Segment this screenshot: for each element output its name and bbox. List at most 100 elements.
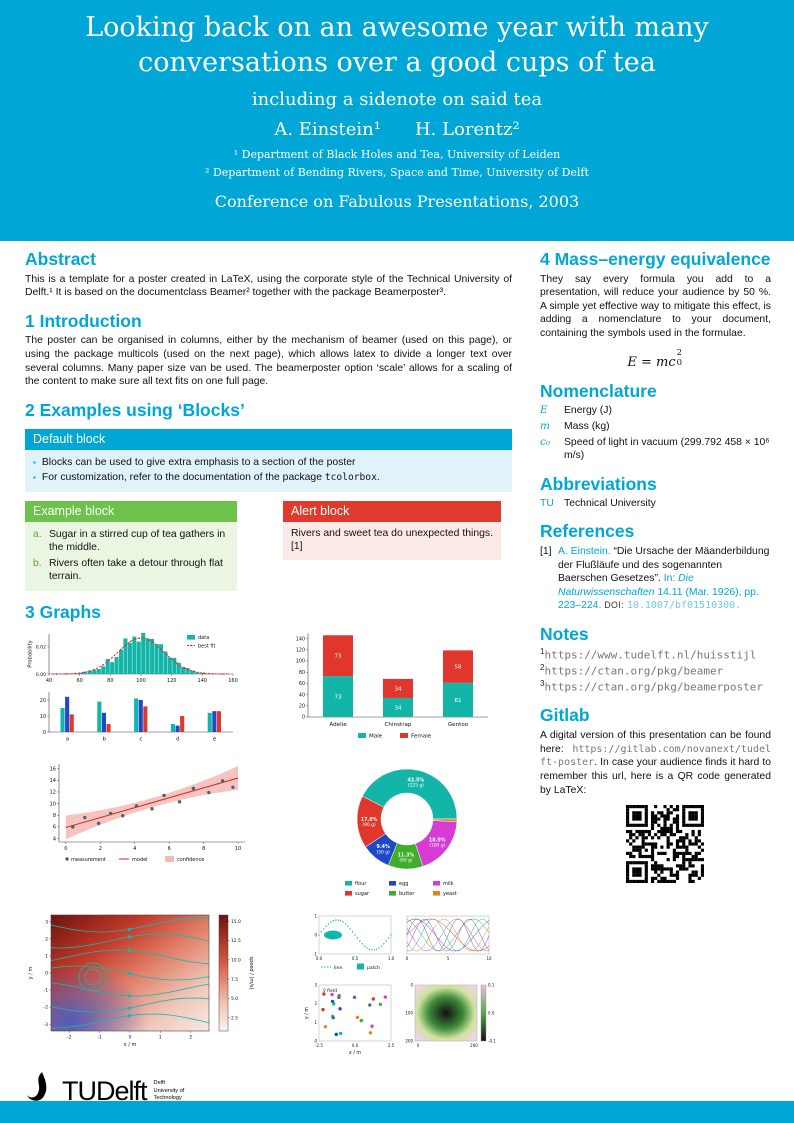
- svg-text:100: 100: [296, 659, 305, 665]
- gitlab-pre: A digital version of this presentation c…: [540, 730, 771, 755]
- svg-text:-1: -1: [313, 952, 317, 957]
- svg-text:4: 4: [53, 837, 56, 843]
- logo-sub1: Delft: [153, 1080, 166, 1087]
- gitlab-url: https://gitlab.com/novanext/tudelft-post…: [540, 743, 771, 769]
- svg-text:0: 0: [314, 933, 317, 938]
- svg-text:5.0: 5.0: [231, 996, 238, 1002]
- svg-text:y / m: y / m: [304, 1007, 310, 1020]
- svg-text:2.5: 2.5: [231, 1016, 238, 1022]
- svg-text:patch: patch: [367, 965, 380, 971]
- svg-text:80: 80: [299, 670, 305, 676]
- svg-text:d: d: [176, 737, 179, 743]
- abbreviations-heading: Abbreviations: [540, 473, 657, 494]
- svg-text:40: 40: [46, 678, 52, 684]
- svg-text:34: 34: [394, 706, 402, 712]
- svg-text:100: 100: [405, 1011, 413, 1016]
- svg-text:42.5%: 42.5%: [408, 778, 425, 784]
- svg-text:Female: Female: [411, 734, 432, 740]
- qr-code-image: [626, 805, 704, 884]
- affiliation-2: ² Department of Bending Rivers, Space an…: [205, 166, 589, 180]
- svg-text:80: 80: [107, 678, 113, 684]
- reference-title: “Die Ursache der Mäanderbildung der Fluß…: [558, 546, 770, 585]
- mass-energy-formula: E = mc 2 0: [540, 348, 771, 370]
- svg-text:x / m: x / m: [349, 1050, 362, 1056]
- tudelft-logo-subtext: Delft University of Technology: [154, 1080, 185, 1102]
- svg-text:b: b: [102, 737, 106, 743]
- svg-text:data: data: [198, 636, 209, 642]
- svg-text:y / m: y / m: [28, 967, 34, 980]
- svg-text:200: 200: [470, 1043, 478, 1048]
- left-chart-stack: 40 60 80 100 120 140 160 0.00 0.02 Probability dat…: [25, 627, 243, 745]
- grouped-bar-chart: 0 10 20 a b c d e: [40, 692, 233, 743]
- abbr-desc: Technical University: [564, 498, 656, 510]
- alert-block: Alert block Rivers and sweet tea do unex…: [283, 500, 501, 591]
- svg-text:a: a: [66, 737, 69, 743]
- svg-text:butter: butter: [399, 892, 415, 898]
- svg-text:18.9%: 18.9%: [429, 838, 446, 844]
- abstract-body: This is a template for a poster created …: [25, 273, 512, 299]
- qr-code: [626, 805, 771, 884]
- item2-pre: For customization, refer to the document…: [41, 472, 325, 484]
- note-item: 2https://ctan.org/pkg/beamer: [540, 663, 771, 678]
- svg-text:egg: egg: [399, 882, 408, 888]
- svg-text:2.5: 2.5: [388, 1043, 395, 1048]
- poster-title-line2: conversations over a good cups of tea: [138, 46, 656, 78]
- svg-text:1: 1: [159, 1035, 162, 1041]
- svg-text:2: 2: [45, 937, 48, 943]
- ingredients-donut-chart: 42.5%(225 g) 17.0%(90 g) 9.4%(50 g) 11.3%(6…: [345, 769, 458, 898]
- svg-text:Male: Male: [369, 734, 383, 740]
- svg-text:10: 10: [50, 802, 56, 808]
- note-item: 3https://ctan.org/pkg/beamerposter: [540, 679, 771, 694]
- symbol-E: E: [540, 404, 548, 417]
- svg-text:2: 2: [189, 1035, 192, 1041]
- svg-text:(225 g): (225 g): [408, 783, 424, 789]
- note-url: https://ctan.org/pkg/beamerposter: [544, 681, 763, 695]
- introduction-body: The poster can be organised in columns, …: [25, 335, 512, 388]
- default-block: Default block ▪ Blocks can be used to gi…: [25, 428, 512, 492]
- svg-text:flour: flour: [355, 882, 367, 888]
- svg-text:speed / (m/s): speed / (m/s): [248, 957, 254, 990]
- svg-text:(50 g): (50 g): [377, 850, 390, 856]
- doi-value: 10.1007/bf01510300.: [626, 600, 742, 612]
- svg-text:120: 120: [296, 648, 305, 654]
- svg-text:12: 12: [50, 790, 56, 796]
- tudelft-logo: TUDelft Delft University of Technology: [25, 1071, 512, 1111]
- svg-text:-2: -2: [43, 1005, 48, 1011]
- svg-text:-1: -1: [43, 988, 48, 994]
- svg-text:0.00: 0.00: [36, 672, 46, 678]
- svg-text:v⃗ field: v⃗ field: [323, 988, 338, 994]
- note-sup: 3: [540, 679, 545, 689]
- svg-text:140: 140: [296, 637, 305, 643]
- svg-text:0.0: 0.0: [352, 1043, 359, 1048]
- svg-text:Adelie: Adelie: [329, 722, 347, 728]
- svg-text:measurement: measurement: [71, 857, 106, 863]
- tudelft-flame-icon: [27, 1072, 47, 1102]
- formula-sub: 0: [676, 357, 683, 368]
- svg-text:x / m: x / m: [124, 1042, 137, 1048]
- note-sup: 2: [540, 663, 545, 673]
- example-block-body: a. Sugar in a stirred cup of tea gathers…: [25, 521, 237, 591]
- graphs-row-2: 0 2 4 6 8 10 4 6 8 10 12 14 16 measurement model confid…: [25, 759, 512, 901]
- alert-block-body: Rivers and sweet tea do unexpected thing…: [283, 521, 501, 560]
- note-item: 1https://www.tudelft.nl/huisstijl: [540, 647, 771, 662]
- svg-text:73: 73: [334, 654, 342, 660]
- affiliation-1: ¹ Department of Black Holes and Tea, Uni…: [233, 148, 561, 162]
- svg-text:0: 0: [43, 730, 46, 736]
- svg-text:60: 60: [299, 681, 305, 687]
- svg-text:10.0: 10.0: [231, 958, 241, 964]
- example-block: Example block a. Sugar in a stirred cup …: [25, 500, 237, 591]
- abstract-heading: Abstract: [25, 249, 96, 269]
- reference-body: A. Einstein. “Die Ursache der Mäanderbil…: [558, 545, 771, 613]
- streamplot-chart: -2 -1 0 1 2 -3 -2 -1 0 1 2 3 x / m y / m 2.5 5.0 7.5 10.0…: [28, 915, 254, 1048]
- default-block-body: ▪ Blocks can be used to give extra empha…: [25, 449, 512, 492]
- note-url: https://www.tudelft.nl/huisstijl: [544, 648, 757, 662]
- example-item-b: b. Rivers often take a detour through fl…: [33, 556, 229, 585]
- default-block-title: Default block: [25, 428, 512, 450]
- reference-in: In:: [663, 573, 676, 585]
- reference-label: [1]: [540, 546, 552, 558]
- svg-text:line: line: [334, 965, 342, 971]
- formula-lhs: E = mc: [627, 354, 676, 370]
